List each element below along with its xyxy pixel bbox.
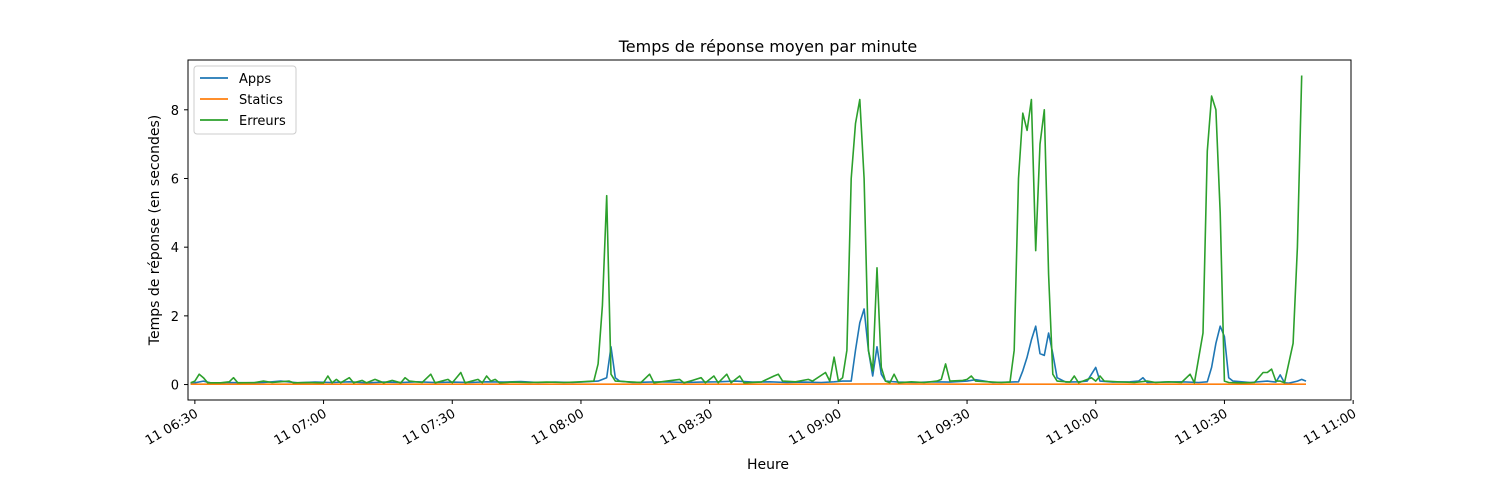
y-axis: 0 2 4 6 8 (171, 104, 188, 394)
series-line-erreurs (190, 75, 1303, 384)
y-axis-label: Temps de réponse (en secondes) (147, 115, 163, 346)
series-line-apps (190, 308, 1307, 385)
chart-title: Temps de réponse moyen par minute (618, 37, 918, 56)
plot-frame (187, 59, 1352, 401)
x-axis-label: Heure (747, 457, 789, 473)
legend-box (193, 65, 297, 135)
y-tick-label: 0 (171, 379, 179, 394)
legend-label-apps: Apps (239, 72, 271, 87)
y-tick-label: 4 (171, 241, 179, 256)
legend-label-erreurs: Erreurs (239, 114, 286, 129)
y-tick-label: 8 (171, 104, 179, 119)
plot-lines (190, 75, 1307, 385)
y-tick-label: 6 (171, 172, 179, 187)
legend-label-statics: Statics (239, 93, 283, 108)
y-tick-label: 2 (171, 310, 179, 325)
legend: Apps Statics Erreurs (193, 65, 297, 135)
